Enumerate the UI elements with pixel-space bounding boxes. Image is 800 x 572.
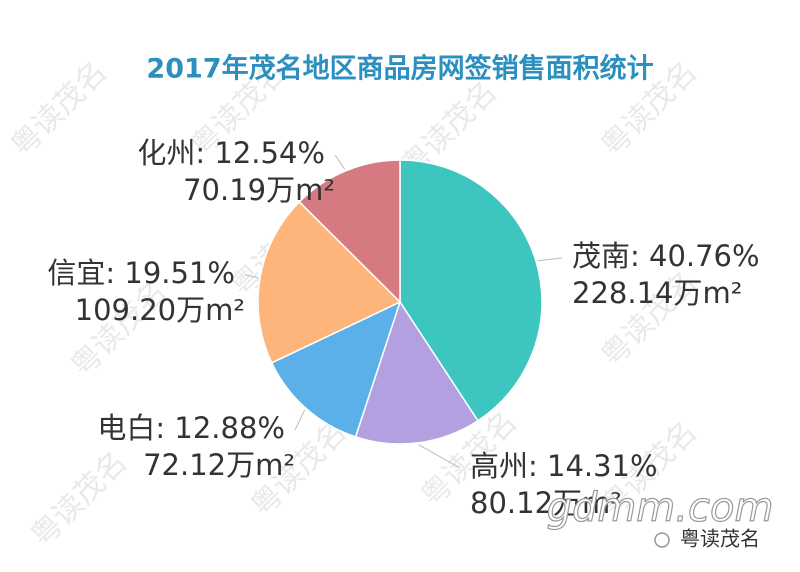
site-logo: gdmm.com: [547, 485, 774, 531]
area-label: 72.12万m²: [143, 448, 295, 482]
brand-icon: [654, 532, 670, 548]
value-label: 化州: 12.54%: [137, 136, 325, 170]
pie: [257, 159, 543, 445]
brand-name: 粤读茂名: [680, 527, 760, 551]
leader-line: [244, 274, 259, 279]
pie-slice: [270, 300, 402, 438]
pie-slice: [298, 159, 401, 304]
pie-slice: [257, 200, 402, 364]
leader-line: [418, 444, 461, 469]
leader-line: [294, 409, 306, 431]
labels: 茂南: 40.76%228.14万m² 高州: 14.31%80.12万m² 电白:…: [47, 136, 759, 520]
value-label: 高州: 14.31%: [470, 449, 658, 483]
value-label: 信宜: 19.51%: [47, 256, 235, 290]
area-label: 80.12万m²: [470, 486, 622, 520]
value-label: 茂南: 40.76%: [572, 239, 760, 273]
chart-title: 2017年茂名地区商品房网签销售面积统计: [146, 53, 653, 85]
leader-line: [334, 154, 346, 170]
area-label: 228.14万m²: [572, 276, 742, 310]
area-label: 70.19万m²: [183, 173, 335, 207]
leader-line: [537, 257, 563, 262]
pie-slice: [354, 300, 479, 445]
value-label: 电白: 12.88%: [97, 411, 285, 445]
area-label: 109.20万m²: [75, 293, 245, 327]
